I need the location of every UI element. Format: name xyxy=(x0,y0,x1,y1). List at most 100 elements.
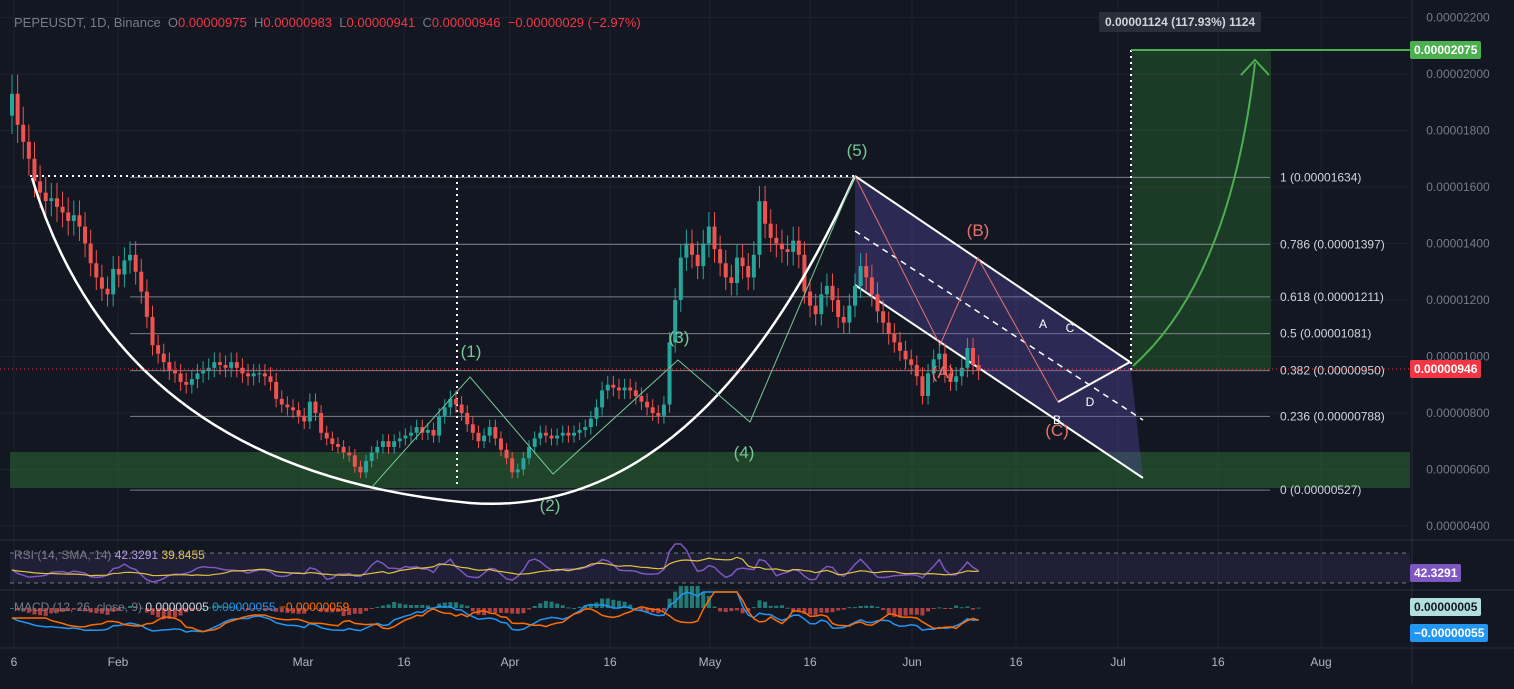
macd-histogram-bar xyxy=(285,608,290,613)
x-tick-label: Apr xyxy=(501,655,520,669)
macd-histogram-bar xyxy=(251,608,256,610)
rsi-sma-value: 39.8455 xyxy=(161,548,205,562)
candle-body xyxy=(684,243,689,258)
candle-body xyxy=(926,373,931,397)
candle-body xyxy=(60,206,65,213)
high-label: H xyxy=(253,15,264,30)
candle-body xyxy=(403,435,408,439)
triangle-lower xyxy=(1057,361,1131,403)
candle-body xyxy=(605,384,610,391)
candle-body xyxy=(217,362,222,365)
candle-body xyxy=(184,381,189,385)
macd-histogram-bar xyxy=(678,586,683,608)
macd-histogram-bar xyxy=(976,607,981,609)
support-zone xyxy=(10,452,1410,488)
y-tick-label: 0.00001600 xyxy=(1426,180,1490,194)
wave-label: (3) xyxy=(669,328,690,347)
macd-histogram-bar xyxy=(886,608,891,614)
symbol-header: PEPEUSDT, 1D, Binance O0.00000975 H0.000… xyxy=(14,15,641,30)
macd-histogram-bar xyxy=(942,608,947,609)
candle-body xyxy=(296,410,301,416)
low-value: 0.00000941 xyxy=(346,15,416,30)
candle-body xyxy=(566,432,571,436)
candle-body xyxy=(656,413,661,416)
macd-histogram-bar xyxy=(442,602,447,608)
candle-body xyxy=(937,353,942,360)
candle-body xyxy=(66,212,71,221)
candle-body xyxy=(791,240,796,252)
candle-body xyxy=(785,249,790,252)
x-tick-label: 16 xyxy=(1211,655,1225,669)
macd-histogram-bar xyxy=(420,604,425,608)
close-label: C xyxy=(422,15,432,30)
macd-histogram-bar xyxy=(690,586,695,608)
candle-body xyxy=(161,353,166,363)
macd-histogram-bar xyxy=(161,608,166,620)
candle-body xyxy=(673,300,678,343)
candle-body xyxy=(358,466,363,473)
macd-histogram-bar xyxy=(836,608,841,611)
candle-body xyxy=(465,413,470,425)
macd-histogram-bar xyxy=(111,608,116,612)
macd-histogram-bar xyxy=(718,608,723,612)
channel-lower xyxy=(854,284,1144,479)
macd-histogram-bar xyxy=(847,607,852,609)
low-label: L xyxy=(339,15,347,30)
candle-body xyxy=(594,407,599,419)
candle-body xyxy=(201,370,206,374)
macd-histogram-bar xyxy=(26,608,31,613)
x-tick-label: Jul xyxy=(1110,655,1125,669)
macd-histogram-bar xyxy=(364,608,369,611)
macd-histogram-bar xyxy=(178,608,183,616)
y-tick-label: 0.00001200 xyxy=(1426,293,1490,307)
candle-body xyxy=(959,367,964,377)
x-tick-label: Mar xyxy=(293,655,314,669)
candle-body xyxy=(21,124,26,142)
candle-body xyxy=(105,288,110,295)
wave-label: (C) xyxy=(1045,421,1069,440)
macd-histogram-bar xyxy=(330,608,335,613)
candle-body xyxy=(740,257,745,267)
candle-body xyxy=(498,438,503,450)
candle-body xyxy=(240,367,245,374)
candle-body xyxy=(796,240,801,255)
candle-body xyxy=(734,257,739,284)
candle-body xyxy=(330,438,335,445)
candle-body xyxy=(139,271,144,292)
macd-line-value: 0.00000055 xyxy=(212,600,276,614)
candle-body xyxy=(695,254,700,267)
y-tick-label: 0.00000600 xyxy=(1426,463,1490,477)
macd-histogram-bar xyxy=(212,605,217,608)
candle-body xyxy=(302,415,307,422)
candle-body xyxy=(751,254,756,278)
macd-histogram-bar xyxy=(897,608,902,617)
macd-histogram-bar xyxy=(54,608,59,613)
macd-line xyxy=(11,591,979,633)
macd-histogram-bar xyxy=(588,604,593,608)
macd-histogram-bar xyxy=(195,608,200,610)
macd-histogram-bar xyxy=(487,608,492,613)
candle-body xyxy=(335,444,340,447)
candle-body xyxy=(768,223,773,238)
macd-histogram-bar xyxy=(515,608,520,614)
x-tick-label: Feb xyxy=(108,655,129,669)
candle-body xyxy=(527,446,532,459)
macd-histogram-bar xyxy=(313,608,318,610)
candle-body xyxy=(150,316,155,346)
macd-histogram-bar xyxy=(453,602,458,608)
macd-histogram-bar xyxy=(257,608,262,609)
candle-body xyxy=(706,226,711,244)
candle-body xyxy=(583,427,588,430)
macd-histogram-bar xyxy=(656,608,661,614)
y-tick-label: 0.00002200 xyxy=(1426,11,1490,25)
wave-label: (2) xyxy=(540,496,561,515)
x-tick-label: 16 xyxy=(1009,655,1023,669)
candle-body xyxy=(628,387,633,391)
candle-body xyxy=(757,201,762,255)
y-tick-label: 0.00002000 xyxy=(1426,67,1490,81)
candle-body xyxy=(448,398,453,408)
candle-body xyxy=(712,226,717,250)
candle-body xyxy=(532,438,537,447)
